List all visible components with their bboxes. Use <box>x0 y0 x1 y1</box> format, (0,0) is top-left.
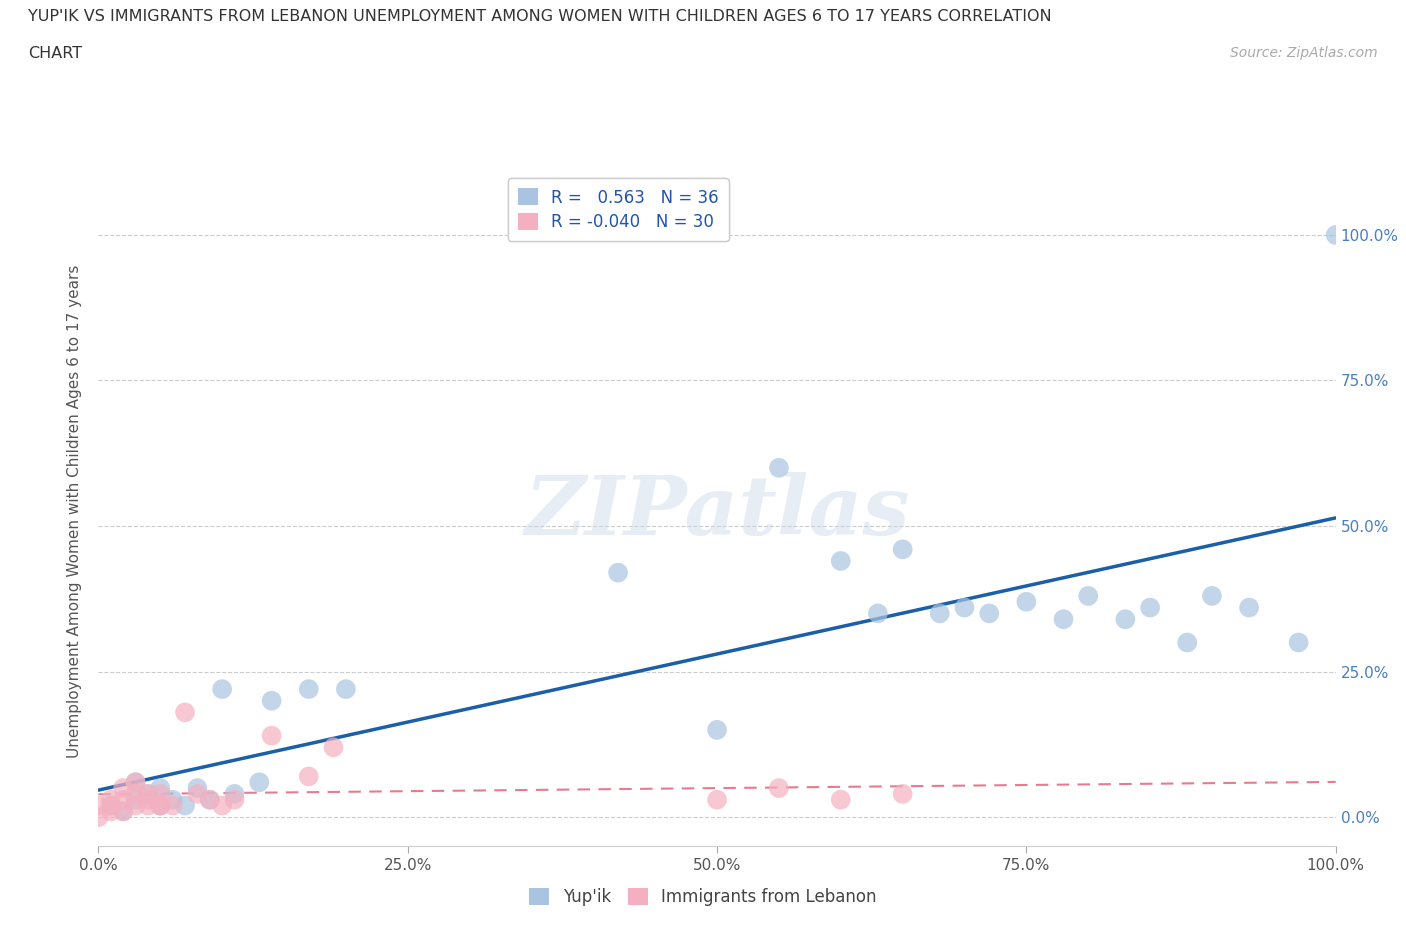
Point <box>953 600 976 615</box>
Point <box>260 728 283 743</box>
Text: CHART: CHART <box>28 46 82 61</box>
Point <box>1201 589 1223 604</box>
Point <box>891 787 914 802</box>
Point <box>124 775 146 790</box>
Point <box>100 798 122 813</box>
Point <box>335 682 357 697</box>
Point <box>124 798 146 813</box>
Point <box>162 792 184 807</box>
Point <box>174 798 197 813</box>
Point <box>1139 600 1161 615</box>
Point <box>186 780 208 795</box>
Point <box>1237 600 1260 615</box>
Point <box>87 798 110 813</box>
Text: Source: ZipAtlas.com: Source: ZipAtlas.com <box>1230 46 1378 60</box>
Point <box>224 792 246 807</box>
Point <box>174 705 197 720</box>
Point <box>198 792 221 807</box>
Point <box>830 553 852 568</box>
Point <box>768 460 790 475</box>
Point <box>100 804 122 818</box>
Point <box>298 682 321 697</box>
Point <box>1015 594 1038 609</box>
Point <box>136 792 159 807</box>
Point <box>979 606 1001 621</box>
Y-axis label: Unemployment Among Women with Children Ages 6 to 17 years: Unemployment Among Women with Children A… <box>67 265 83 758</box>
Point <box>100 792 122 807</box>
Legend: Yup'ik, Immigrants from Lebanon: Yup'ik, Immigrants from Lebanon <box>523 881 883 912</box>
Point <box>124 775 146 790</box>
Point <box>87 810 110 825</box>
Point <box>162 798 184 813</box>
Point <box>136 787 159 802</box>
Legend: R =   0.563   N = 36, R = -0.040   N = 30: R = 0.563 N = 36, R = -0.040 N = 30 <box>508 179 728 242</box>
Point <box>149 780 172 795</box>
Point <box>224 787 246 802</box>
Point <box>124 792 146 807</box>
Point <box>149 798 172 813</box>
Point <box>112 780 135 795</box>
Text: YUP'IK VS IMMIGRANTS FROM LEBANON UNEMPLOYMENT AMONG WOMEN WITH CHILDREN AGES 6 : YUP'IK VS IMMIGRANTS FROM LEBANON UNEMPL… <box>28 9 1052 24</box>
Point <box>136 787 159 802</box>
Point <box>112 804 135 818</box>
Point <box>112 792 135 807</box>
Point <box>1175 635 1198 650</box>
Point <box>866 606 889 621</box>
Point <box>149 798 172 813</box>
Point <box>260 693 283 708</box>
Point <box>149 798 172 813</box>
Point <box>830 792 852 807</box>
Point <box>706 792 728 807</box>
Point <box>211 798 233 813</box>
Point <box>1077 589 1099 604</box>
Point <box>928 606 950 621</box>
Point <box>1052 612 1074 627</box>
Point <box>149 787 172 802</box>
Point <box>322 740 344 755</box>
Point <box>247 775 270 790</box>
Point <box>211 682 233 697</box>
Point <box>706 723 728 737</box>
Point <box>891 542 914 557</box>
Point <box>298 769 321 784</box>
Point <box>124 787 146 802</box>
Point <box>100 798 122 813</box>
Point <box>768 780 790 795</box>
Point <box>1324 228 1347 243</box>
Point <box>136 798 159 813</box>
Point <box>607 565 630 580</box>
Point <box>112 804 135 818</box>
Point <box>186 787 208 802</box>
Text: ZIPatlas: ZIPatlas <box>524 472 910 551</box>
Point <box>1114 612 1136 627</box>
Point <box>1288 635 1310 650</box>
Point <box>198 792 221 807</box>
